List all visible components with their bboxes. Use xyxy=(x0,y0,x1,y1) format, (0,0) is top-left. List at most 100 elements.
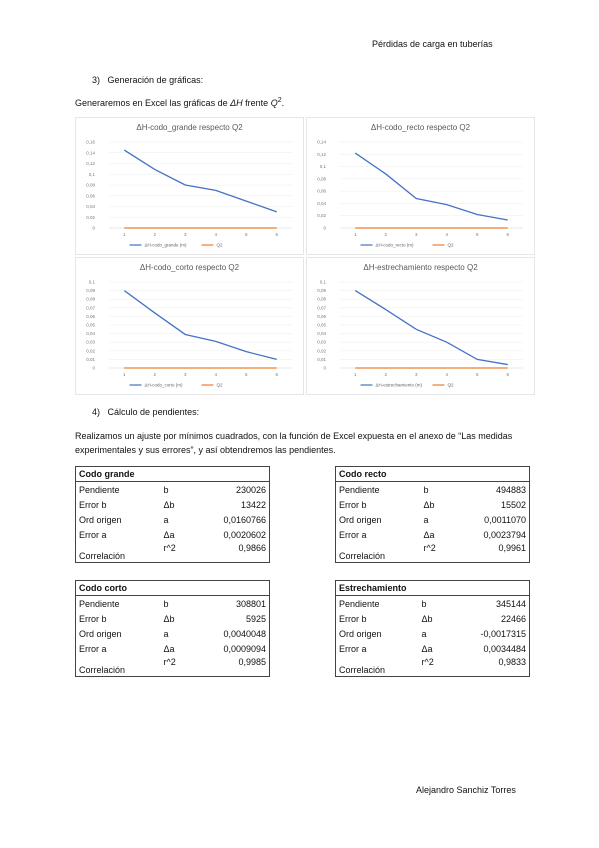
table-row: Ord origen a 0,0160766 xyxy=(76,512,270,527)
value: 0,9961 xyxy=(498,543,526,553)
x-tick-label: 5 xyxy=(476,232,479,237)
chart-border xyxy=(75,257,304,395)
y-tick-label: 0,14 xyxy=(86,150,95,155)
section-heading: 3) Generación de gráficas: xyxy=(92,75,203,85)
row-label: Pendiente xyxy=(339,598,380,609)
fit-table: Codo recto Pendiente b 494883 Error b Δb 15502… xyxy=(335,466,530,563)
symbol: Δa xyxy=(163,529,175,540)
symbol: Δa xyxy=(421,643,433,654)
y-tick-label: 0 xyxy=(323,226,326,231)
y-tick-label: 0,08 xyxy=(86,297,95,302)
symbol: Δb xyxy=(163,499,175,510)
y-tick-label: 0,08 xyxy=(317,176,326,181)
row-label: Error a xyxy=(339,529,367,540)
y-tick-label: 0,06 xyxy=(317,189,326,194)
x-tick-label: 4 xyxy=(214,232,217,237)
legend-label: ΔH-codo_grande (m) xyxy=(145,243,188,248)
y-tick-label: 0,01 xyxy=(86,357,95,362)
variable: Q xyxy=(270,98,278,108)
header: Pérdidas de carga en tuberías xyxy=(372,39,493,49)
y-tick-label: 0,02 xyxy=(317,348,326,353)
table-row: Correlación r^2 0,9985 xyxy=(76,656,270,677)
table-row: Ord origen a -0,0017315 xyxy=(336,626,530,641)
paragraph: Realizamos un ajuste por mínimos cuadrad… xyxy=(75,431,513,455)
intro-text: Generaremos en Excel las gráficas de xyxy=(75,98,228,108)
x-tick-label: 3 xyxy=(415,232,418,237)
symbol: Δb xyxy=(423,499,435,510)
y-tick-label: 0,08 xyxy=(86,183,95,188)
x-tick-label: 5 xyxy=(476,372,479,377)
row-label: Error a xyxy=(79,529,107,540)
y-tick-label: 0,02 xyxy=(86,348,95,353)
y-tick-label: 0,07 xyxy=(317,305,326,310)
table-row: Error b Δb 15502 xyxy=(336,497,530,512)
section-number: 3) xyxy=(92,75,101,85)
row-label: Ord origen xyxy=(339,514,382,525)
section-title: Cálculo de pendientes: xyxy=(107,407,200,417)
y-tick-label: 0 xyxy=(92,366,95,371)
legend-label: ΔH-codo_recto (m) xyxy=(376,243,415,248)
row-label: Pendiente xyxy=(339,484,380,495)
row-label: Correlación xyxy=(339,665,386,675)
symbol: Δa xyxy=(423,529,435,540)
x-tick-label: 4 xyxy=(445,372,448,377)
y-tick-label: 0,04 xyxy=(317,201,326,206)
variable: ΔH xyxy=(230,98,243,108)
chart: ΔH-codo_corto respecto Q2 0 0,01 0,02 0,03 0,… xyxy=(75,257,304,395)
section-title: Generación de gráficas: xyxy=(107,75,204,85)
y-tick-label: 0,09 xyxy=(317,288,326,293)
y-tick-label: 0,06 xyxy=(86,193,95,198)
symbol: b xyxy=(163,598,169,609)
chart-border xyxy=(306,257,535,395)
x-tick-label: 5 xyxy=(245,372,248,377)
x-tick-label: 1 xyxy=(123,372,126,377)
table-title: Estrechamiento xyxy=(335,580,530,596)
y-tick-label: 0,1 xyxy=(320,280,327,285)
chart-title: ΔH-codo_grande respecto Q2 xyxy=(136,123,243,132)
row-label: Pendiente xyxy=(79,484,120,495)
row-label: Error b xyxy=(79,499,107,510)
x-tick-label: 3 xyxy=(184,232,187,237)
row-label: Ord origen xyxy=(339,628,382,639)
table-title: Codo corto xyxy=(75,580,270,596)
value: 0,9866 xyxy=(238,543,266,553)
symbol: r^2 xyxy=(421,657,434,667)
chart-border xyxy=(306,117,535,255)
table-row: Pendiente b 308801 xyxy=(76,596,270,612)
value: 230026 xyxy=(235,484,266,495)
symbol: a xyxy=(421,628,427,639)
legend-label: Q2 xyxy=(217,243,224,248)
value: 0,9985 xyxy=(238,657,266,667)
x-tick-label: 2 xyxy=(384,232,387,237)
x-tick-label: 6 xyxy=(275,232,278,237)
table-row: Error a Δa 0,0023794 xyxy=(336,527,530,542)
table-title: Codo recto xyxy=(335,466,530,482)
table-header: Codo corto xyxy=(75,580,270,596)
row-label: Error b xyxy=(339,613,367,624)
x-tick-label: 1 xyxy=(123,232,126,237)
table-title: Codo grande xyxy=(75,466,270,482)
value: 0,0009094 xyxy=(223,643,266,654)
chart-title: ΔH-codo_corto respecto Q2 xyxy=(140,263,240,272)
value: -0,0017315 xyxy=(480,628,526,639)
intro-text: frente xyxy=(245,98,269,108)
y-tick-label: 0 xyxy=(92,226,95,231)
x-tick-label: 3 xyxy=(415,372,418,377)
footer: Alejandro Sanchiz Torres xyxy=(416,785,516,795)
y-tick-label: 0,1 xyxy=(89,280,96,285)
table-row: Pendiente b 494883 xyxy=(336,482,530,498)
value: 0,9833 xyxy=(498,657,526,667)
row-label: Error b xyxy=(79,613,107,624)
symbol: b xyxy=(423,484,429,495)
chart: ΔH-codo_grande respecto Q2 0 0,02 0,04 0,06 0… xyxy=(75,117,304,255)
row-label: Ord origen xyxy=(79,514,122,525)
chart: ΔH-codo_recto respecto Q2 0 0,02 0,04 0,06 0,… xyxy=(306,117,535,255)
value: 5925 xyxy=(245,613,266,624)
table-header: Codo recto xyxy=(335,466,530,482)
table-row: Error b Δb 5925 xyxy=(76,611,270,626)
x-tick-label: 2 xyxy=(153,372,156,377)
value: 0,0040048 xyxy=(223,628,266,639)
exponent: 2 xyxy=(277,97,282,104)
y-tick-label: 0,03 xyxy=(86,340,95,345)
